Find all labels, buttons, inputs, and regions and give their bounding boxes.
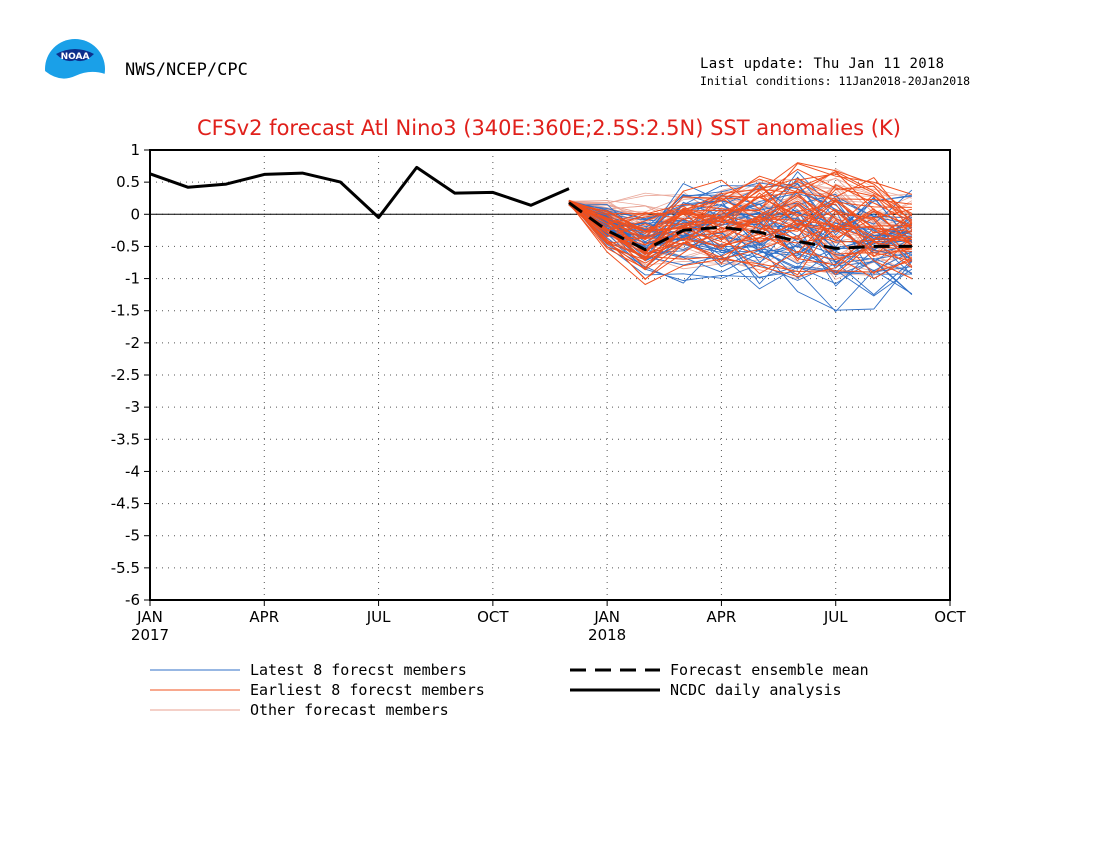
x-tick-label: OCT [934,608,966,626]
latest-legend-label: Latest 8 forecst members [250,661,467,679]
ensemble_mean-legend-label: Forecast ensemble mean [670,661,869,679]
earliest-member-line [568,192,913,247]
earliest-member-line [568,170,913,246]
legend: Latest 8 forecst members Earliest 8 forec… [150,661,869,719]
earliest-member-line [568,201,913,258]
earliest-member-line [568,202,913,275]
x-tick-label: JUL [823,608,848,626]
earliest-member-line [568,196,912,259]
analysis-line [149,165,570,219]
earliest-member-line [568,202,913,262]
y-axis-ticks: 1 0.5 0 -0.5 -1 -1.5 -2 -2.5 -3 -3.5 -4 -4.5 -5 -5.5 -… [111,141,150,609]
y-tick-label: -6 [125,591,140,609]
y-tick-label: 1 [130,141,140,159]
x-tick-label: JAN [136,608,163,626]
earliest-member-line [568,182,913,253]
latest-member-line [568,203,913,313]
y-tick-label: -3 [125,398,140,416]
logo-text: NOAA [61,52,90,62]
noaa-logo: NOAA [44,39,105,100]
forecast-members [568,162,913,313]
earliest-legend-label: Earliest 8 forecst members [250,681,485,699]
earliest-member-line [568,191,912,238]
earliest-member-line [568,201,912,257]
y-tick-label: -2.5 [111,366,140,384]
y-tick-label: -0.5 [111,237,140,255]
chart-title: CFSv2 forecast Atl Nino3 (340E:360E;2.5S… [197,116,901,140]
y-tick-label: -3.5 [111,430,140,448]
earliest-member-line [568,173,913,240]
earliest-member-line [568,204,913,280]
x-tick-year: 2018 [588,626,626,644]
last-update-text: Last update: Thu Jan 11 2018 [700,56,945,72]
latest-member-line [568,185,912,243]
organization-label: NWS/NCEP/CPC [125,60,248,80]
ensemble_mean-line [568,201,912,252]
earliest-member-line [568,184,912,234]
y-tick-label: -4 [125,462,140,480]
x-tick-label: APR [707,608,737,626]
analysis-legend-label: NCDC daily analysis [670,681,842,699]
y-tick-label: 0.5 [116,173,140,191]
y-tick-label: 0 [130,205,140,223]
earliest-member-line [568,176,913,233]
x-tick-label: APR [249,608,279,626]
x-tick-label: OCT [477,608,509,626]
x-tick-label: JAN [593,608,620,626]
y-tick-label: -5.5 [111,559,140,577]
y-tick-label: -5 [125,527,140,545]
earliest-member-line [568,200,913,273]
initial-conditions-text: Initial conditions: 11Jan2018-20Jan2018 [700,74,971,88]
y-tick-label: -4.5 [111,495,140,513]
other-legend-label: Other forecast members [250,701,449,719]
y-tick-label: -1 [125,270,140,288]
y-tick-label: -2 [125,334,140,352]
latest-member-line [568,201,913,281]
earliest-member-line [568,171,913,228]
x-tick-year: 2017 [131,626,169,644]
earliest-member-line [568,202,912,252]
series-lines [149,165,912,252]
x-tick-label: JUL [366,608,391,626]
y-tick-label: -1.5 [111,302,140,320]
